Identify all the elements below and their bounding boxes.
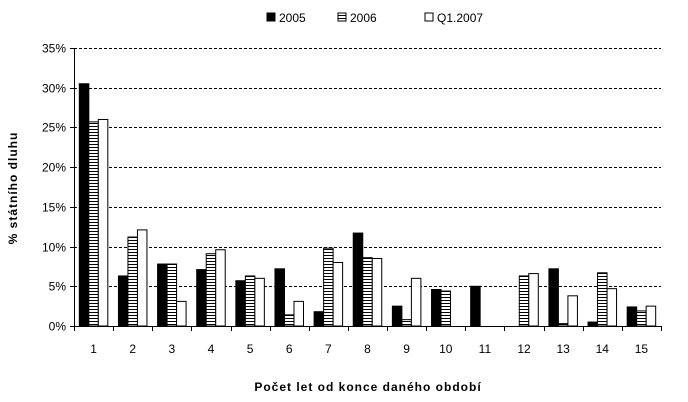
bar-2005-1 bbox=[78, 83, 90, 327]
x-tick-label: 8 bbox=[364, 342, 371, 356]
y-tick-label: 35% bbox=[42, 42, 66, 56]
x-tick-label: 9 bbox=[403, 342, 410, 356]
x-tick-label: 12 bbox=[517, 342, 531, 356]
bar-2005-6 bbox=[274, 268, 285, 327]
bar-2006-2 bbox=[127, 236, 138, 327]
bar-q12007-1 bbox=[97, 118, 109, 327]
x-tick-label: 6 bbox=[286, 342, 293, 356]
bar-2005-11 bbox=[470, 285, 481, 327]
x-tick-label: 1 bbox=[90, 342, 97, 356]
bar-2006-7 bbox=[323, 247, 334, 327]
x-tick-label: 4 bbox=[208, 342, 215, 356]
bar-q12007-13 bbox=[567, 295, 578, 327]
x-tick-label: 13 bbox=[556, 342, 570, 356]
x-tick-label: 10 bbox=[439, 342, 453, 356]
bar-2006-5 bbox=[244, 275, 256, 327]
bar-2005-4 bbox=[196, 269, 207, 327]
y-tick-label: 0% bbox=[49, 320, 67, 334]
legend-swatch bbox=[424, 12, 434, 22]
x-tick-label: 11 bbox=[479, 342, 492, 356]
bar-q12007-9 bbox=[410, 277, 422, 327]
bar-2006-1 bbox=[88, 121, 99, 327]
y-axis: 0% 5% 10% 15% 20% 25% 30% 35% bbox=[42, 42, 75, 334]
bar-q12007-6 bbox=[293, 300, 304, 327]
bar-2006-6 bbox=[283, 314, 295, 327]
legend: 2005 2006 Q1.2007 bbox=[266, 11, 483, 25]
bar-2005-8 bbox=[352, 232, 364, 327]
y-tick-label: 20% bbox=[42, 161, 66, 175]
x-tick-label: 2 bbox=[129, 342, 136, 356]
bar-2005-3 bbox=[157, 263, 168, 327]
legend-label: 2006 bbox=[350, 11, 377, 25]
bar-q12007-14 bbox=[606, 288, 618, 327]
y-axis-title: % státního dluhu bbox=[6, 132, 20, 245]
x-tick-label: 7 bbox=[325, 342, 332, 356]
y-tick-label: 5% bbox=[49, 280, 67, 294]
bar-2006-12 bbox=[518, 275, 530, 327]
bar-2006-3 bbox=[166, 263, 178, 327]
x-tick-label: 14 bbox=[596, 342, 610, 356]
bar-q12007-4 bbox=[215, 249, 226, 327]
legend-label: 2005 bbox=[279, 11, 306, 25]
y-tick-label: 25% bbox=[42, 121, 66, 135]
bar-2005-7 bbox=[313, 311, 325, 327]
bar-2005-9 bbox=[391, 305, 403, 327]
x-tick-label: 3 bbox=[168, 342, 175, 356]
bar-q12007-5 bbox=[254, 277, 265, 327]
x-tick-label: 5 bbox=[247, 342, 254, 356]
bar-2006-13 bbox=[557, 323, 569, 327]
y-tick-label: 10% bbox=[42, 241, 66, 255]
bar-2006-14 bbox=[597, 272, 608, 327]
bar-q12007-12 bbox=[528, 273, 539, 327]
bar-2005-15 bbox=[626, 306, 638, 327]
bar-q12007-8 bbox=[371, 257, 383, 327]
bar-2006-8 bbox=[362, 257, 373, 327]
bar-2005-5 bbox=[235, 280, 246, 327]
x-axis-title: Počet let od konce daného období bbox=[254, 380, 481, 394]
bar-2005-14 bbox=[587, 321, 599, 327]
bar-2005-2 bbox=[117, 275, 129, 327]
x-tick-label: 15 bbox=[635, 342, 649, 356]
bar-q12007-7 bbox=[332, 261, 344, 327]
bar-2005-10 bbox=[431, 288, 442, 327]
legend-swatch bbox=[337, 12, 347, 22]
bar-q12007-2 bbox=[136, 229, 148, 327]
legend-label: Q1.2007 bbox=[437, 11, 483, 25]
bar-2006-15 bbox=[636, 310, 647, 327]
gridlines bbox=[74, 48, 661, 287]
bar-q12007-3 bbox=[176, 300, 187, 327]
bars bbox=[78, 83, 657, 327]
bar-2006-4 bbox=[205, 253, 217, 327]
bar-2006-9 bbox=[401, 319, 412, 327]
bar-2005-13 bbox=[548, 268, 559, 327]
bar-q12007-15 bbox=[645, 305, 657, 327]
legend-swatch bbox=[266, 12, 276, 22]
y-tick-label: 15% bbox=[42, 201, 66, 215]
bar-2006-10 bbox=[440, 290, 452, 327]
y-tick-label: 30% bbox=[42, 82, 66, 96]
x-axis: 1 2 3 4 5 6 7 8 9 10 11 12 13 14 15 bbox=[74, 326, 662, 356]
